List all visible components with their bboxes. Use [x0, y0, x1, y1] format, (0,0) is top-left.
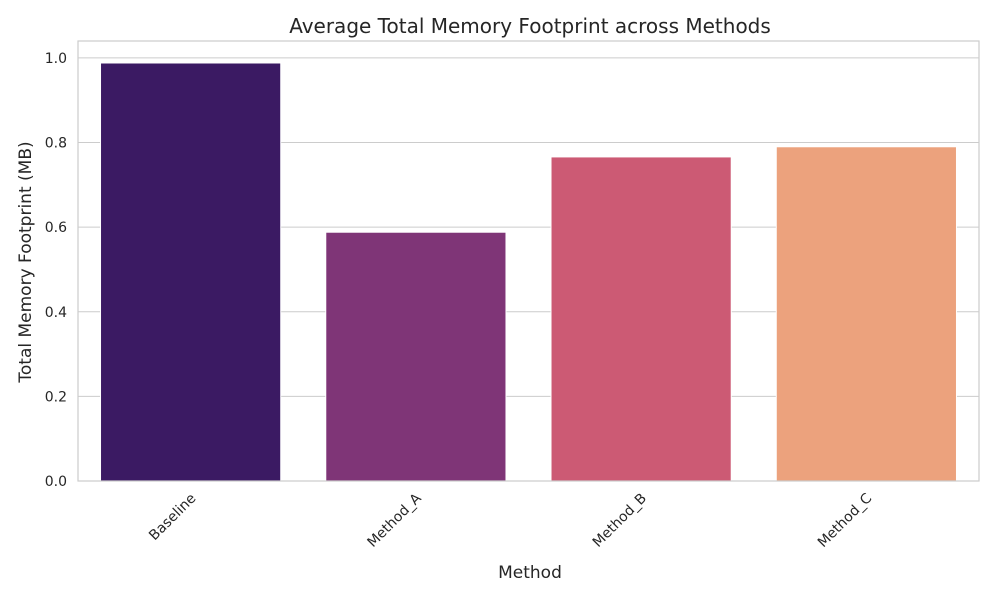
- y-tick-label: 1.0: [45, 51, 67, 67]
- x-tick-label: Method_C: [815, 490, 875, 550]
- x-axis-label: Method: [498, 563, 562, 583]
- y-tick-label: 0.2: [45, 389, 67, 405]
- x-tick-label: Method_A: [365, 490, 425, 550]
- y-axis-label: Total Memory Footprint (MB): [16, 141, 36, 383]
- bar-baseline: [100, 62, 282, 482]
- x-tick-label: Baseline: [146, 491, 199, 544]
- y-tick-label: 0.4: [45, 305, 67, 321]
- y-tick-label: 0.0: [45, 474, 67, 490]
- bar-method-c: [775, 146, 957, 482]
- y-tick-label: 0.8: [45, 136, 67, 152]
- x-tick-label: Method_B: [590, 491, 650, 551]
- axes-frame: [77, 40, 980, 482]
- bar-method-b: [550, 156, 732, 482]
- y-tick-label: 0.6: [45, 220, 67, 236]
- plot-area: 0.0 0.2 0.4 0.6 0.8 1.0 Baseline Method_A Method…: [45, 40, 980, 551]
- bar-method-a: [325, 231, 507, 482]
- chart-title: Average Total Memory Footprint across Me…: [289, 14, 771, 38]
